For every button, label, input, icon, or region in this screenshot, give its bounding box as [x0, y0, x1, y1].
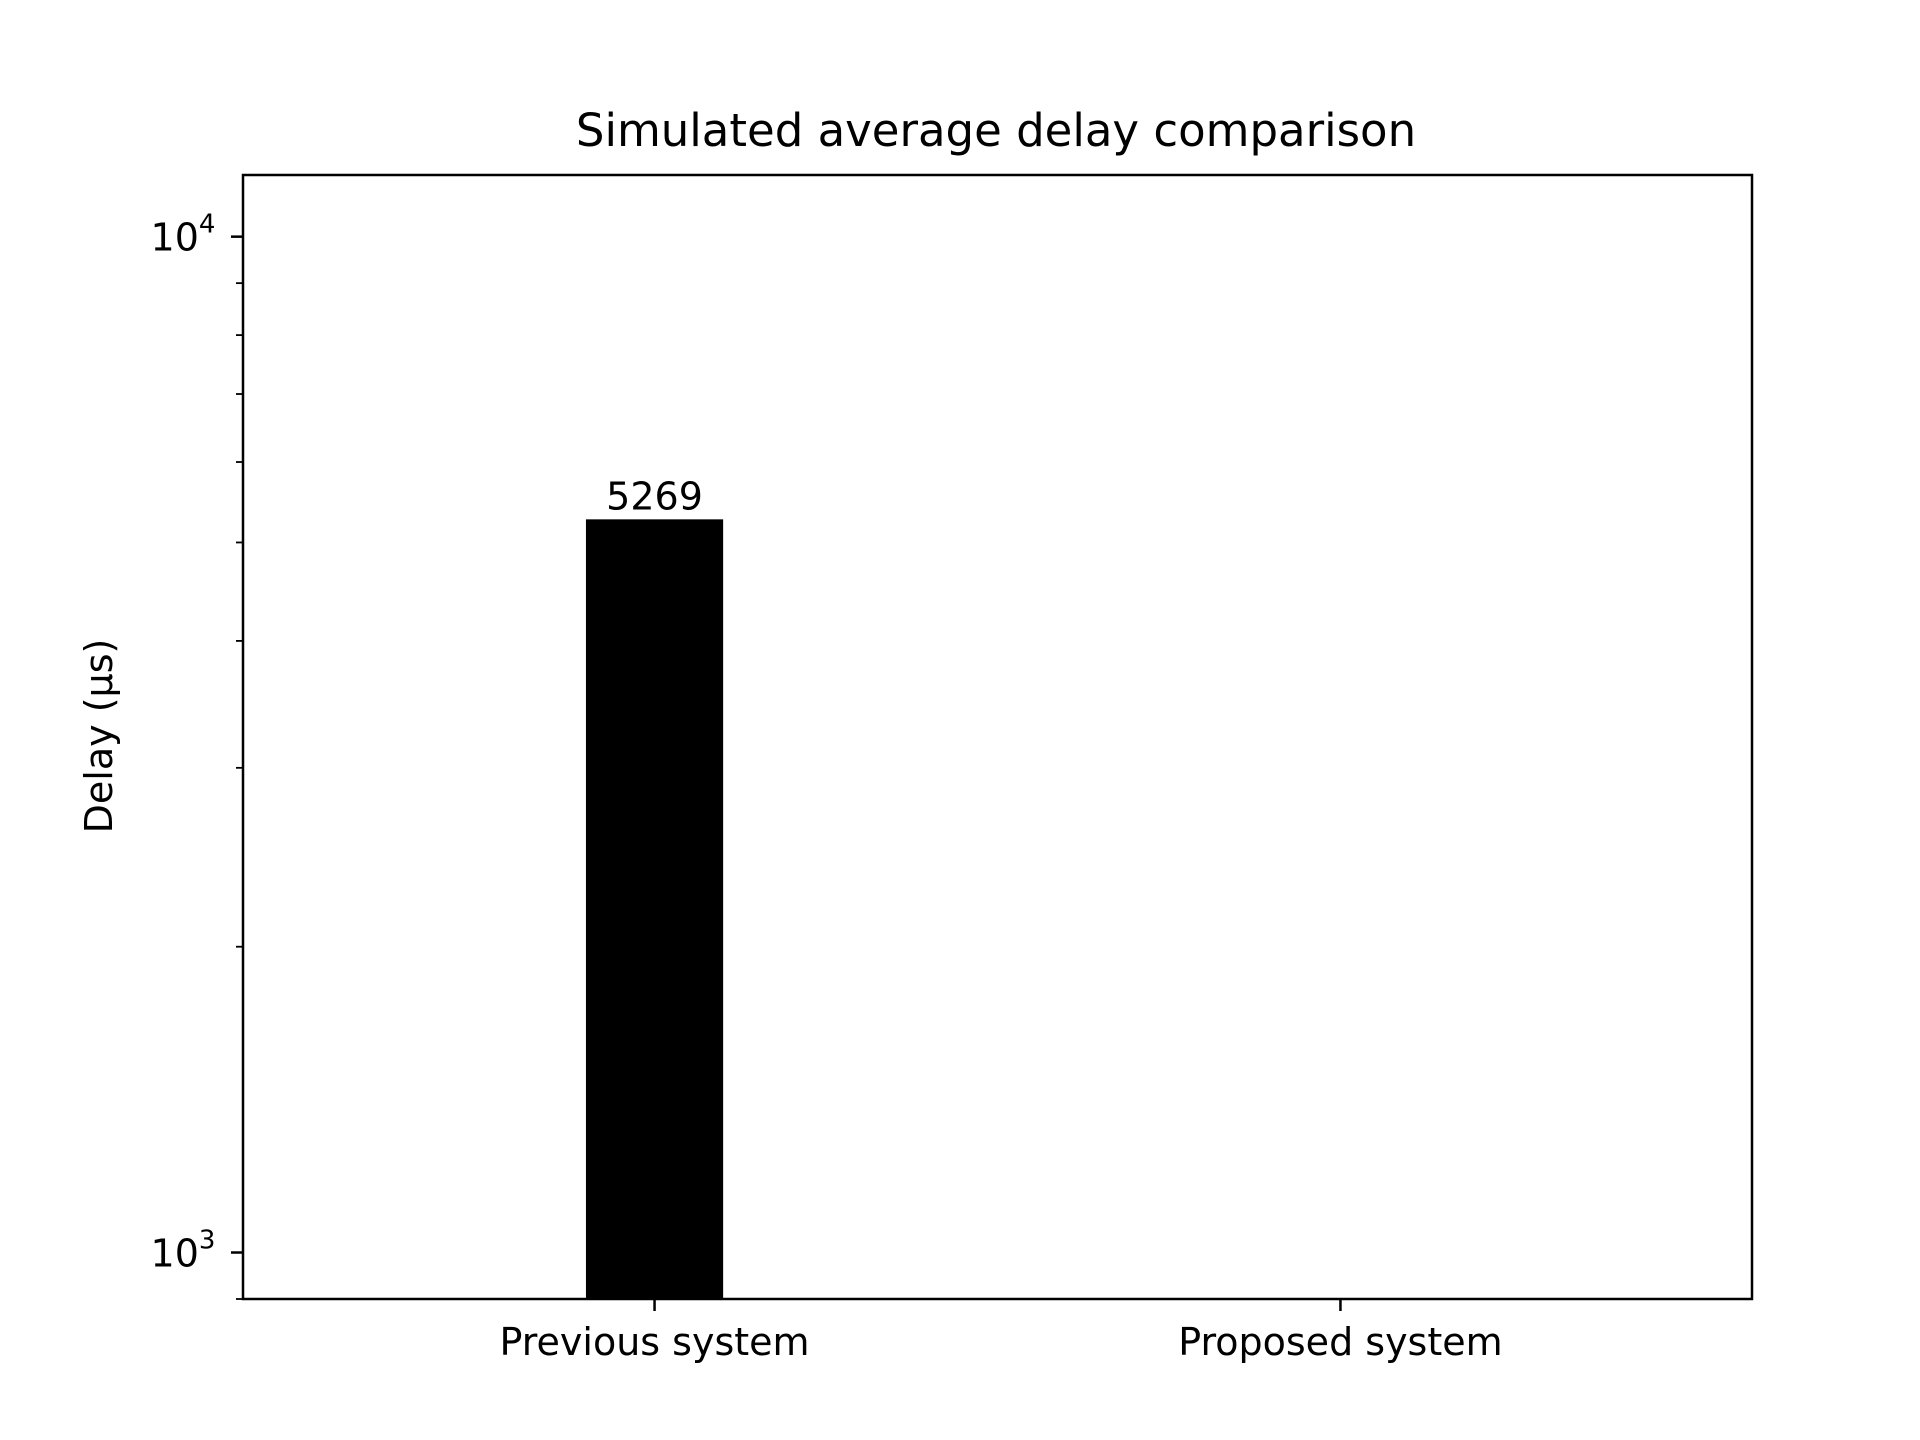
bar-previous-system [585, 519, 724, 1299]
plot-frame [241, 173, 1754, 1301]
bars-layer: 5269 [585, 474, 724, 1299]
bar-value-label: 5269 [606, 474, 703, 518]
x-axis: Previous system Proposed system [500, 1299, 1503, 1364]
x-tick-label: Previous system [500, 1320, 810, 1364]
y-axis: 103 104 [151, 210, 243, 1300]
y-axis-label: Delay (µs) [77, 639, 121, 834]
x-tick-label: Proposed system [1178, 1320, 1502, 1364]
y-tick-label: 104 [151, 210, 216, 260]
y-tick-label: 103 [151, 1226, 216, 1276]
chart-title: Simulated average delay comparison [576, 104, 1416, 157]
